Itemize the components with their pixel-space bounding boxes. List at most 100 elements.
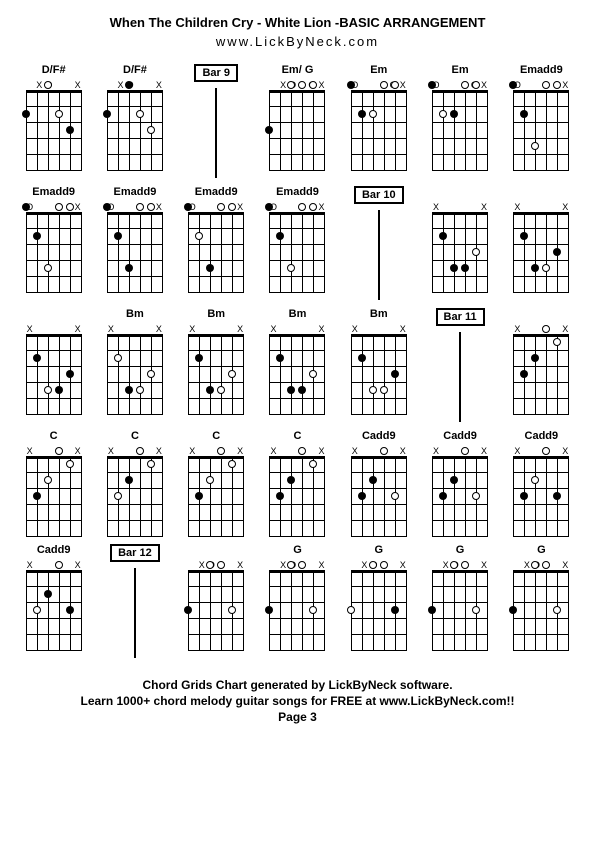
mute-row: XX xyxy=(430,202,490,212)
chord-cell: G XOOX xyxy=(259,544,336,658)
chord-diagram: XX xyxy=(186,324,246,414)
finger-dot xyxy=(428,606,436,614)
open-finger-dot xyxy=(206,561,214,569)
open-finger-dot xyxy=(461,447,469,455)
chord-name: Em xyxy=(370,64,387,78)
finger-dot xyxy=(265,606,273,614)
open-finger-dot xyxy=(298,447,306,455)
footer-line1: Chord Grids Chart generated by LickByNec… xyxy=(15,678,580,692)
open-finger-dot xyxy=(228,203,236,211)
finger-dot xyxy=(22,110,30,118)
mute-row: OOX xyxy=(511,80,571,90)
finger-dot xyxy=(450,476,458,484)
chord-diagram: XOOX xyxy=(186,560,246,650)
mute-row: OOX xyxy=(267,202,327,212)
chord-diagram: XX xyxy=(267,324,327,414)
fretboard xyxy=(432,570,488,650)
finger-dot xyxy=(450,110,458,118)
fretboard xyxy=(351,90,407,170)
chord-cell: Cadd9XOX xyxy=(421,430,498,536)
finger-dot xyxy=(391,606,399,614)
open-finger-dot xyxy=(147,460,155,468)
finger-dot xyxy=(428,81,436,89)
mute-row: XOX xyxy=(511,446,571,456)
chord-name: Bm xyxy=(207,308,225,322)
chord-cell: EmOOOX xyxy=(340,64,417,178)
chord-name: C xyxy=(131,430,139,444)
open-finger-dot xyxy=(553,606,561,614)
finger-dot xyxy=(55,386,63,394)
chord-name: Cadd9 xyxy=(525,430,559,444)
chord-name: G xyxy=(293,544,302,558)
chord-name: Cadd9 xyxy=(443,430,477,444)
open-finger-dot xyxy=(287,264,295,272)
open-finger-dot xyxy=(542,264,550,272)
open-finger-dot xyxy=(44,264,52,272)
chord-diagram: OOX xyxy=(511,80,571,170)
chord-diagram: XOX xyxy=(186,446,246,536)
footer: Chord Grids Chart generated by LickByNec… xyxy=(15,678,580,724)
open-finger-dot xyxy=(136,447,144,455)
chord-cell: BmXX xyxy=(96,308,173,422)
fretboard xyxy=(513,456,569,536)
chord-diagram: OOX xyxy=(105,202,165,292)
mute-row: XOX xyxy=(267,446,327,456)
fretboard xyxy=(107,212,163,292)
fretboard xyxy=(188,570,244,650)
finger-dot xyxy=(195,354,203,362)
finger-dot xyxy=(391,370,399,378)
chord-diagram: XOX xyxy=(24,446,84,536)
bar-line xyxy=(215,88,217,178)
chord-name: Cadd9 xyxy=(37,544,71,558)
open-finger-dot xyxy=(553,81,561,89)
chord-diagram: XOOX xyxy=(511,560,571,650)
chord-diagram: OOOX xyxy=(430,80,490,170)
mute-row: XOX xyxy=(186,446,246,456)
open-finger-dot xyxy=(228,460,236,468)
bar-label: Bar 9 xyxy=(194,64,238,82)
bar-label: Bar 12 xyxy=(110,544,160,562)
mute-row: XX xyxy=(24,324,84,334)
chord-cell: Cadd9 XOX xyxy=(15,544,92,658)
open-finger-dot xyxy=(472,81,480,89)
bar-line xyxy=(134,568,136,658)
chord-diagram: XOX xyxy=(349,446,409,536)
chord-diagram: XOOX xyxy=(349,560,409,650)
song-title: When The Children Cry - White Lion -BASI… xyxy=(15,15,580,30)
open-finger-dot xyxy=(33,606,41,614)
finger-dot xyxy=(439,492,447,500)
open-finger-dot xyxy=(217,561,225,569)
open-finger-dot xyxy=(472,492,480,500)
open-finger-dot xyxy=(44,81,52,89)
finger-dot xyxy=(358,354,366,362)
chord-name: Cadd9 xyxy=(362,430,396,444)
open-finger-dot xyxy=(472,248,480,256)
finger-dot xyxy=(33,492,41,500)
finger-dot xyxy=(265,203,273,211)
mute-row: XOX xyxy=(24,560,84,570)
finger-dot xyxy=(287,476,295,484)
chord-cell: C XOX xyxy=(96,430,173,536)
mute-row: XOOX xyxy=(267,560,327,570)
finger-dot xyxy=(125,386,133,394)
bar-marker: Bar 11 xyxy=(421,308,498,422)
chord-diagram: XOX xyxy=(105,446,165,536)
open-finger-dot xyxy=(380,447,388,455)
open-finger-dot xyxy=(531,476,539,484)
open-finger-dot xyxy=(309,370,317,378)
fretboard xyxy=(513,212,569,292)
finger-dot xyxy=(103,203,111,211)
chord-cell: XX xyxy=(421,186,498,300)
open-finger-dot xyxy=(217,203,225,211)
open-finger-dot xyxy=(380,81,388,89)
fretboard xyxy=(188,212,244,292)
finger-dot xyxy=(195,492,203,500)
finger-dot xyxy=(265,126,273,134)
bar-marker: Bar 10 xyxy=(340,186,417,300)
chord-name: C xyxy=(212,430,220,444)
chord-name: Emadd9 xyxy=(195,186,238,200)
fretboard xyxy=(107,334,163,414)
finger-dot xyxy=(358,492,366,500)
finger-dot xyxy=(347,81,355,89)
open-finger-dot xyxy=(136,203,144,211)
